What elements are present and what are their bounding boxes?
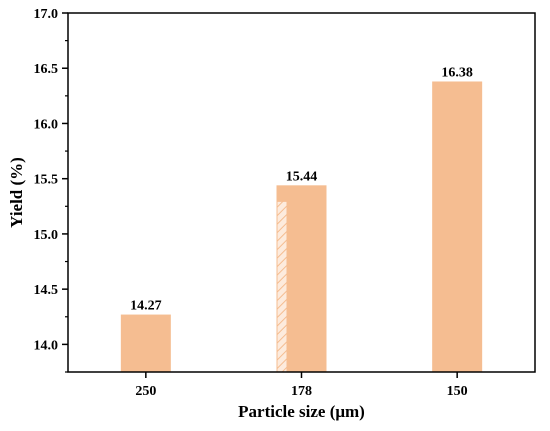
- y-tick-label: 16.0: [34, 117, 59, 132]
- y-tick-label: 14.5: [34, 283, 59, 298]
- labels-layer: 14.27 15.44 16.38: [130, 65, 473, 313]
- bar-150: [432, 81, 483, 373]
- data-label-150: 16.38: [441, 65, 473, 80]
- y-tick-label: 15.0: [34, 228, 59, 243]
- bar-250: [120, 314, 171, 372]
- y-tick-label: 15.5: [34, 173, 59, 188]
- y-axis-title: Yield (%): [7, 157, 26, 228]
- hatched-overlay: [277, 201, 287, 372]
- y-tick-label: 16.5: [34, 62, 59, 77]
- y-tick-label: 14.0: [34, 338, 59, 353]
- x-tick-label: 178: [291, 384, 312, 399]
- y-tick-label: 17.0: [34, 7, 59, 22]
- x-tick-label: 250: [135, 384, 156, 399]
- x-axis-title: Particle size (μm): [238, 402, 365, 421]
- data-label-250: 14.27: [130, 299, 162, 314]
- bars-layer: [120, 81, 483, 373]
- axes-layer: 14.0 14.5 15.0 15.5 16.0 16.5 17.0 250 178 150: [34, 7, 536, 399]
- overlay-layer: [277, 201, 287, 372]
- x-tick-label: 150: [447, 384, 468, 399]
- data-label-178: 15.44: [286, 169, 318, 184]
